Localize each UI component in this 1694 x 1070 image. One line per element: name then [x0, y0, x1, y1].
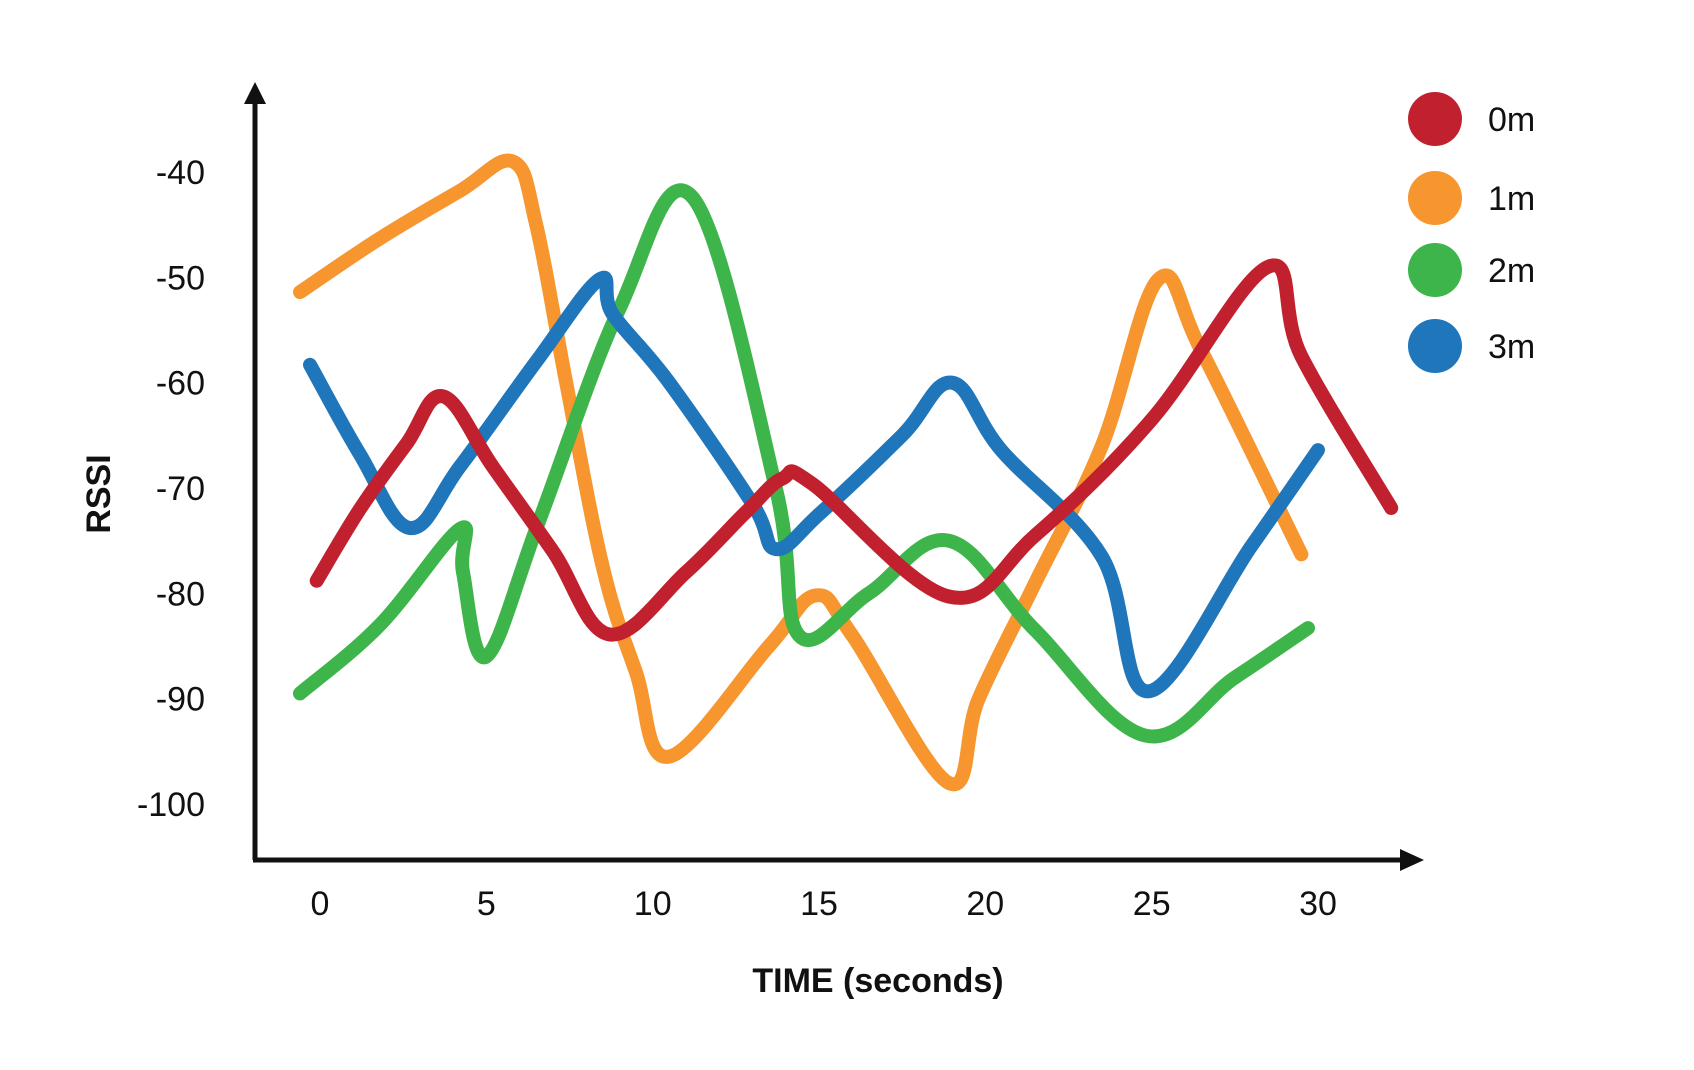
y-tick-label: -70	[156, 470, 205, 508]
legend-swatch-1m	[1408, 171, 1462, 225]
x-tick-label: 20	[966, 885, 1004, 923]
legend: 0m 1m 2m 3m	[1408, 92, 1535, 373]
x-tick-labels-group: 0 5 10 15 20 25 30	[311, 885, 1337, 923]
x-tick-label: 5	[477, 885, 496, 923]
y-tick-label: -100	[137, 786, 205, 824]
y-tick-label: -90	[156, 681, 205, 719]
y-tick-label: -80	[156, 575, 205, 613]
x-tick-label: 30	[1299, 885, 1337, 923]
legend-label-0m: 0m	[1488, 101, 1535, 139]
x-axis-title: TIME (seconds)	[752, 962, 1003, 1000]
series-line-3m	[303, 270, 1325, 699]
legend-swatch-0m	[1408, 92, 1462, 146]
x-axis-arrow-icon	[1400, 849, 1424, 871]
series-line-2m	[293, 183, 1315, 744]
x-tick-label: 0	[311, 885, 330, 923]
legend-label-3m: 3m	[1488, 328, 1535, 366]
y-tick-labels-group: -40 -50 -60 -70 -80 -90 -100	[137, 154, 205, 824]
x-tick-label: 25	[1133, 885, 1171, 923]
y-axis-arrow-icon	[244, 82, 266, 104]
legend-swatch-3m	[1408, 319, 1462, 373]
legend-swatch-2m	[1408, 243, 1462, 297]
legend-label-2m: 2m	[1488, 252, 1535, 290]
y-axis-title: RSSI	[80, 454, 118, 533]
x-tick-label: 10	[634, 885, 672, 923]
y-tick-label: -60	[156, 365, 205, 403]
plot-lines-group	[293, 153, 1399, 792]
legend-label-1m: 1m	[1488, 180, 1535, 218]
y-tick-label: -50	[156, 259, 205, 297]
series-line-0m	[309, 258, 1399, 642]
x-tick-label: 15	[800, 885, 838, 923]
y-tick-label: -40	[156, 154, 205, 192]
